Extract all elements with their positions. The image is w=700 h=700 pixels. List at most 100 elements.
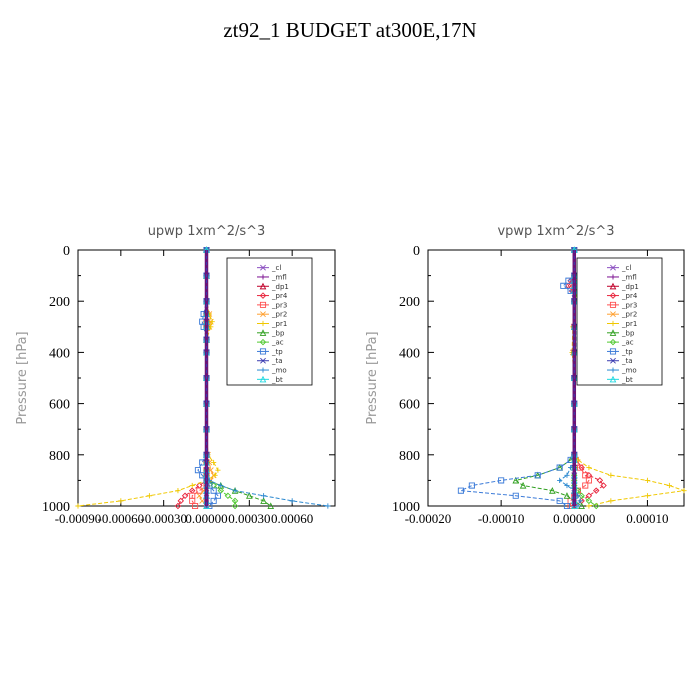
legend-label: _pr4 xyxy=(271,292,288,300)
data-point-pr1 xyxy=(681,488,687,494)
data-point-mo xyxy=(564,472,570,478)
x-tick-label: 0.00030 xyxy=(228,511,270,526)
legend-label: _ac xyxy=(271,339,284,347)
legend-marker xyxy=(259,348,267,355)
y-tick-label: 0 xyxy=(413,244,420,259)
legend: _cl_mfl _dp1_pr4_pr3 _pr2_pr1_bp _ac_tp_ta _… xyxy=(576,257,663,386)
legend-label: _ta xyxy=(271,357,283,365)
legend-marker xyxy=(610,311,616,318)
data-point-mo xyxy=(261,493,267,499)
data-point-mo xyxy=(289,498,295,504)
data-point-mo xyxy=(232,488,238,494)
y-axis-label: Pressure [hPa] xyxy=(365,331,380,424)
legend-marker xyxy=(260,320,266,327)
y-tick-label: 200 xyxy=(399,295,420,310)
legend-marker xyxy=(260,274,266,280)
legend-marker xyxy=(610,367,616,373)
legend-marker xyxy=(260,264,266,271)
legend-label: _mfl xyxy=(621,273,637,281)
y-tick-label: 400 xyxy=(49,346,70,361)
data-point-bp xyxy=(260,497,267,504)
data-point-bp xyxy=(549,487,556,494)
data-point-tp xyxy=(560,282,567,289)
x-tick-label: 0.00000 xyxy=(553,511,595,526)
x-tick-label: -0.00060 xyxy=(98,511,145,526)
data-point-bp xyxy=(519,481,527,489)
data-point-mo xyxy=(557,477,563,483)
legend-label: _mo xyxy=(271,367,287,375)
legend-label: _bp xyxy=(271,329,285,337)
data-point-pr1 xyxy=(209,319,215,325)
data-point-pr1 xyxy=(212,472,218,478)
legend-label: _pr4 xyxy=(621,292,638,300)
data-point-pr4 xyxy=(596,477,604,484)
legend-label: _mo xyxy=(621,367,637,375)
data-point-pr4 xyxy=(174,502,182,510)
legend-box xyxy=(576,257,663,386)
data-point-bp xyxy=(563,492,571,499)
legend-label: _cl xyxy=(271,264,281,272)
legend-marker xyxy=(609,282,617,290)
legend-label: _pr2 xyxy=(271,311,287,319)
data-point-pr1 xyxy=(644,493,651,499)
legend-label: _dp1 xyxy=(621,283,639,291)
data-point-pr1 xyxy=(586,503,592,509)
data-point-pr1 xyxy=(644,477,651,483)
y-tick-label: 800 xyxy=(399,449,420,464)
legend-label: _tp xyxy=(271,348,283,356)
series-line-tp xyxy=(459,250,577,507)
data-point-mo xyxy=(575,493,581,499)
legend-marker xyxy=(259,338,267,346)
data-point-pr3 xyxy=(577,464,584,471)
legend-marker xyxy=(609,338,617,346)
y-tick-label: 1000 xyxy=(392,500,420,515)
data-point-pr1 xyxy=(211,459,217,466)
x-tick-label: 0.00000 xyxy=(185,511,227,526)
y-tick-label: 800 xyxy=(49,449,70,464)
data-point-ac xyxy=(231,502,239,510)
data-point-tp xyxy=(457,487,464,494)
legend-label: _pr2 xyxy=(621,311,637,319)
legend-label: _tp xyxy=(621,348,633,356)
data-point-tp xyxy=(214,492,221,499)
data-point-pr1 xyxy=(586,465,592,471)
series-line-pr4 xyxy=(177,250,207,507)
legend-marker xyxy=(609,329,617,336)
data-point-mo xyxy=(575,503,581,509)
data-point-tp xyxy=(565,277,572,284)
legend-label: _ta xyxy=(621,357,633,365)
legend-label: _dp1 xyxy=(271,283,289,291)
panel-upwp: upwp 1xm^2/s^3 Pressure [hPa] 0 200 400 600 80… xyxy=(15,224,336,526)
legend-marker xyxy=(610,357,616,364)
data-point-mo xyxy=(218,482,224,489)
legend-label: _mfl xyxy=(271,273,287,281)
data-point-tp xyxy=(563,502,571,510)
x-tick-label: -0.00020 xyxy=(405,511,452,526)
legend-marker xyxy=(259,301,267,308)
legend-label: _bt xyxy=(621,376,633,384)
data-point-bp xyxy=(246,492,253,499)
data-point-mo xyxy=(568,465,574,471)
data-point-ac xyxy=(592,502,600,510)
y-axis-label: Pressure [hPa] xyxy=(15,331,30,424)
data-point-pr1 xyxy=(146,493,152,499)
legend-marker xyxy=(610,274,616,280)
legend-marker xyxy=(259,292,267,299)
x-tick-label: -0.00030 xyxy=(140,511,187,526)
data-point-pr4 xyxy=(600,482,607,489)
legend-marker xyxy=(609,375,617,383)
legend-marker xyxy=(609,292,617,299)
figure-title: zt92_1 BUDGET at300E,17N xyxy=(223,18,477,42)
data-point-ac xyxy=(224,492,232,499)
legend-label: _pr1 xyxy=(621,320,637,328)
legend-marker xyxy=(260,357,266,364)
data-point-tp xyxy=(556,464,563,471)
legend-marker xyxy=(260,367,266,373)
legend-marker xyxy=(259,375,267,383)
y-tick-label: 600 xyxy=(49,398,70,413)
legend-marker xyxy=(259,282,267,290)
data-point-pr1 xyxy=(189,482,195,489)
data-point-pr1 xyxy=(175,488,181,494)
data-point-bp xyxy=(267,502,275,510)
data-point-ac xyxy=(585,497,593,505)
